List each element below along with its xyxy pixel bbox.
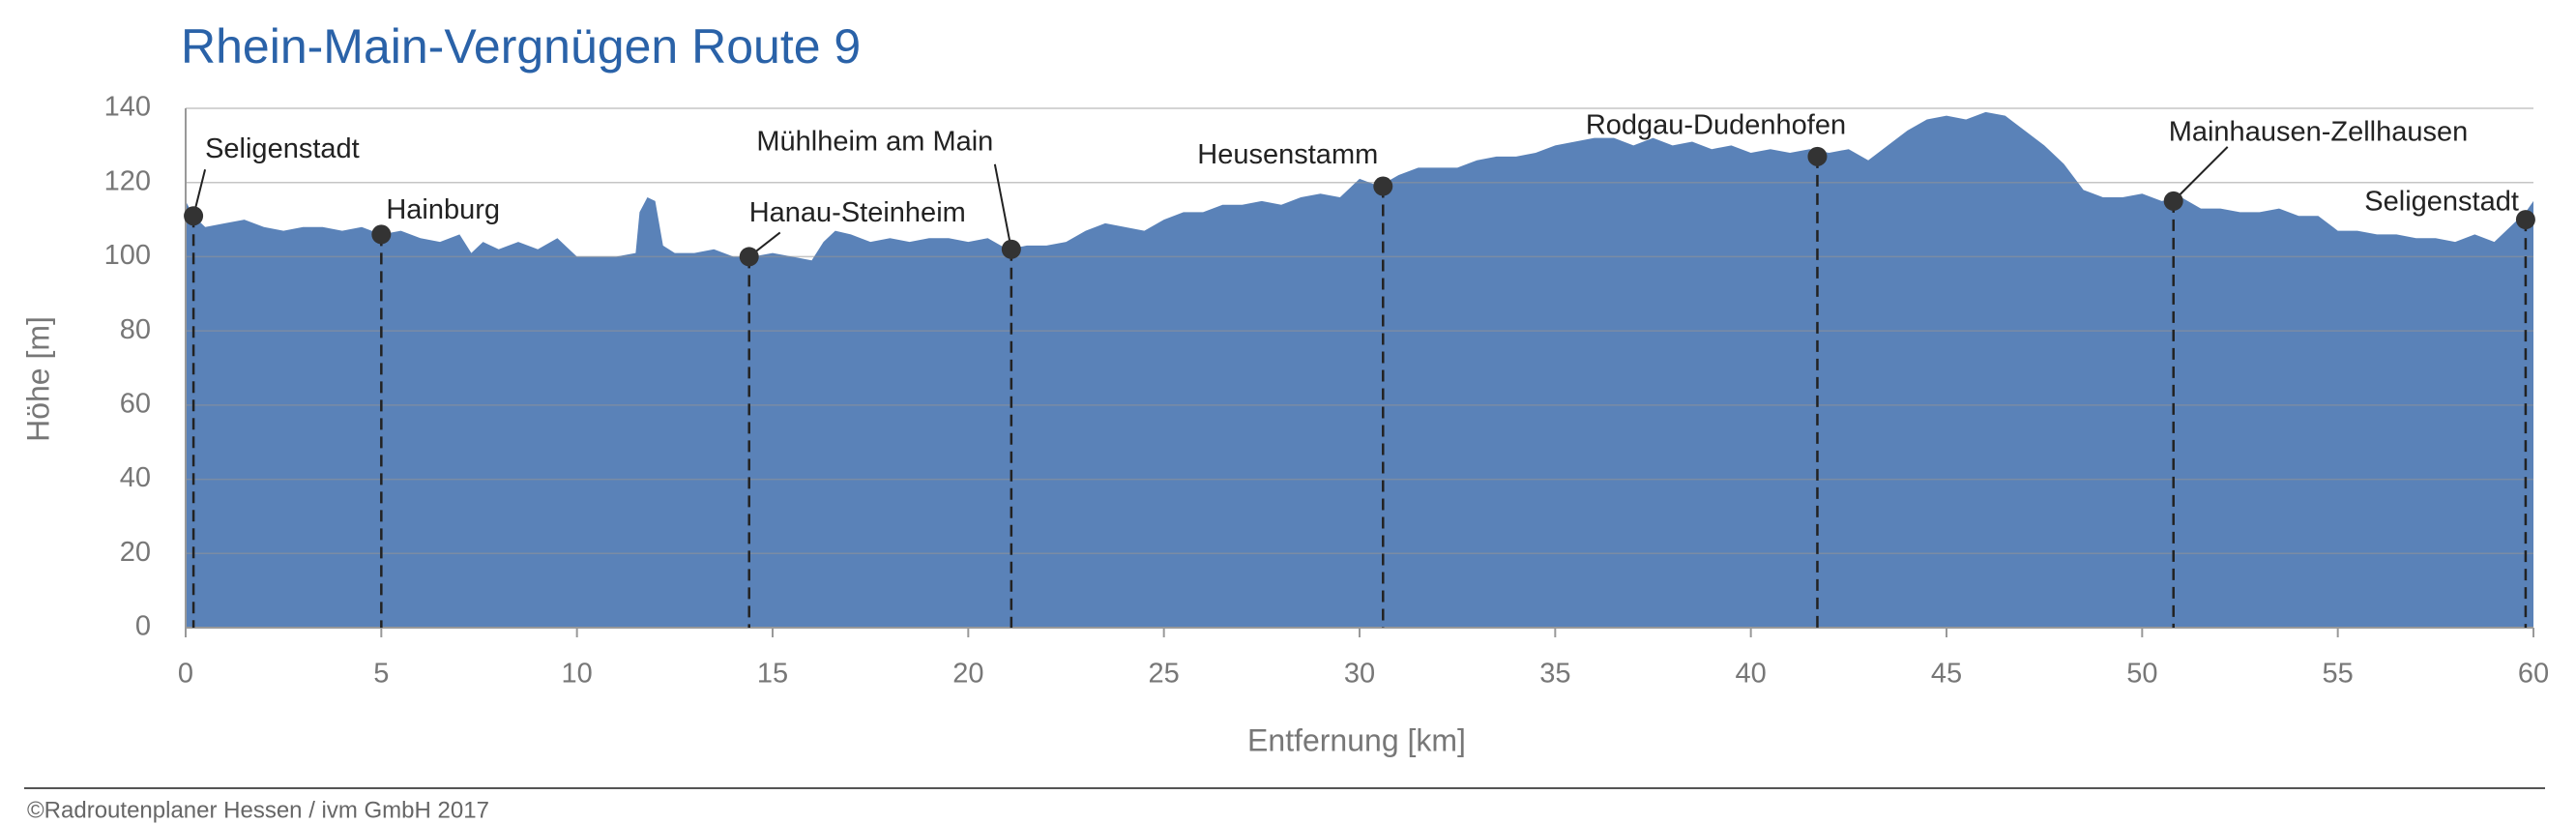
x-tick-label: 15 <box>757 659 788 690</box>
x-tick-label: 55 <box>2323 659 2354 690</box>
x-tick-label: 45 <box>1931 659 1962 690</box>
stop-label: Heusenstamm <box>1197 139 1378 170</box>
chart-title: Rhein-Main-Vergnügen Route 9 <box>181 19 861 74</box>
x-tick-label: 40 <box>1736 659 1767 690</box>
y-tick-label: 140 <box>104 92 151 123</box>
footer: ©Radroutenplaner Hessen / ivm GmbH 2017 <box>27 797 489 823</box>
y-tick-label: 80 <box>120 314 151 345</box>
y-tick-label: 0 <box>135 611 151 642</box>
stop-leader <box>2172 146 2229 202</box>
y-axis-label: Höhe [m] <box>20 316 55 442</box>
stop-label: Mainhausen-Zellhausen <box>2169 117 2469 148</box>
stop-leader <box>993 163 1012 250</box>
x-axis-label: Entfernung [km] <box>1247 722 1466 757</box>
x-tick-label: 5 <box>373 659 389 690</box>
stop-marker <box>2515 210 2535 230</box>
y-tick-label: 20 <box>120 537 151 568</box>
y-tick-label: 60 <box>120 389 151 420</box>
stop-label: Hanau-Steinheim <box>749 197 966 228</box>
stop-marker <box>1001 239 1021 259</box>
stop-marker <box>739 247 759 267</box>
x-tick-label: 0 <box>178 659 193 690</box>
x-tick-label: 10 <box>562 659 593 690</box>
elevation-area <box>186 111 2533 629</box>
y-tick-label: 40 <box>120 462 151 493</box>
stop-label: Seligenstadt <box>2364 187 2519 218</box>
x-tick-label: 25 <box>1149 659 1180 690</box>
stop-marker <box>1373 176 1393 196</box>
stop-marker <box>371 224 392 245</box>
stop-marker <box>184 206 204 226</box>
x-tick-label: 20 <box>952 659 983 690</box>
stop-label: Hainburg <box>386 194 500 225</box>
x-tick-label: 35 <box>1539 659 1570 690</box>
x-tick-label: 50 <box>2126 659 2157 690</box>
stop-marker <box>2163 191 2183 211</box>
stop-label: Seligenstadt <box>205 133 360 164</box>
stop-marker <box>1807 146 1828 166</box>
stop-label: Rodgau-Dudenhofen <box>1586 110 1846 141</box>
stop-label: Mühlheim am Main <box>756 126 993 157</box>
y-tick-label: 120 <box>104 165 151 196</box>
x-tick-label: 60 <box>2518 659 2549 690</box>
x-tick-label: 30 <box>1344 659 1375 690</box>
y-tick-label: 100 <box>104 240 151 271</box>
